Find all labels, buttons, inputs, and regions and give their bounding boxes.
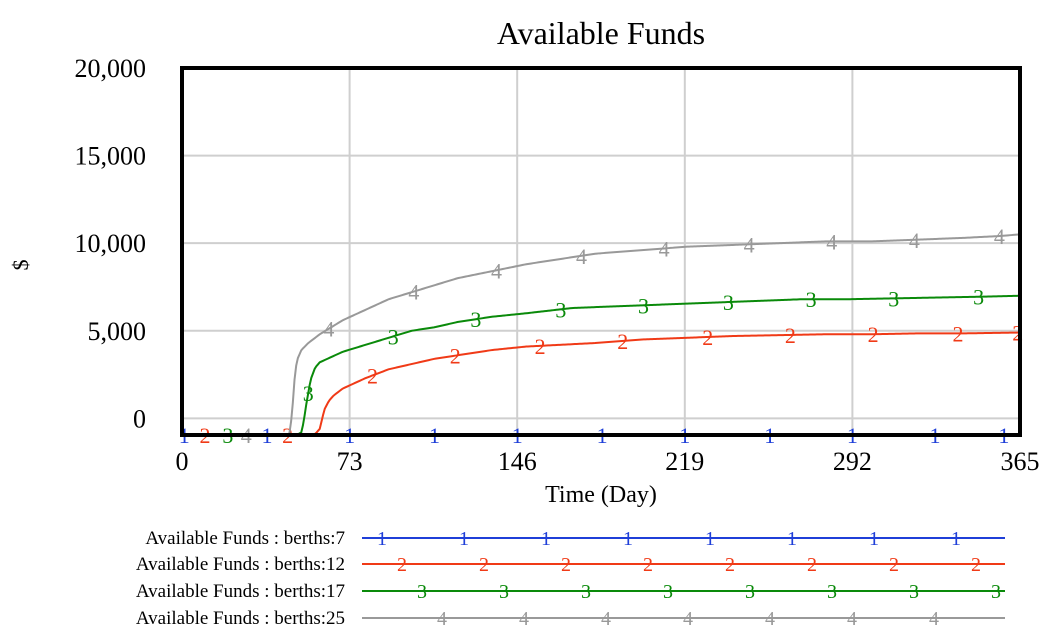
- plot-frame: [180, 66, 1022, 437]
- legend-marker: 1: [377, 528, 387, 550]
- legend-marker: 3: [663, 581, 673, 603]
- x-tick-label: 219: [665, 447, 704, 476]
- series-marker: 3: [723, 290, 734, 315]
- series-marker: 4: [659, 236, 670, 261]
- legend-marker: 4: [601, 608, 611, 630]
- legend-marker: 3: [417, 581, 427, 603]
- legend-marker: 1: [541, 528, 551, 550]
- legend-marker: 4: [437, 608, 447, 630]
- y-tick-label: 10,000: [75, 229, 147, 258]
- series-marker: 3: [555, 297, 566, 322]
- y-tick-label: 0: [133, 404, 146, 433]
- series-marker: 4: [408, 280, 419, 305]
- legend-marker: 3: [581, 581, 591, 603]
- series-marker: 4: [744, 232, 755, 257]
- legend-entry: Available Funds : berths:17 3 3 3 3 3 3 3 3: [136, 581, 1005, 603]
- legend-marker: 4: [847, 608, 857, 630]
- legend-marker: 1: [787, 528, 797, 550]
- legend-marker: 4: [683, 608, 693, 630]
- x-tick-label: 73: [337, 447, 363, 476]
- series-marker: 2: [450, 344, 461, 369]
- series-line: [182, 331, 1021, 436]
- series-marker: 4: [576, 244, 587, 269]
- legend-marker: 1: [869, 528, 879, 550]
- x-axis-label: Time (Day): [545, 482, 657, 508]
- series-marker: 2: [953, 321, 964, 346]
- legend-marker: 2: [889, 554, 899, 576]
- legend: Available Funds : berths:7 1 1 1 1 1 1 1 1Availa…: [136, 528, 1005, 630]
- series-marker: 4: [323, 317, 334, 342]
- series-marker: 3: [388, 324, 399, 349]
- legend-entry: Available Funds : berths:7 1 1 1 1 1 1 1 1: [145, 528, 1005, 550]
- series-marker: 4: [826, 229, 837, 254]
- x-tick-label: 292: [833, 447, 872, 476]
- series-marker: 2: [617, 329, 628, 354]
- series-marker: 2: [785, 323, 796, 348]
- y-tick-label: 15,000: [75, 142, 147, 171]
- legend-label: Available Funds : berths:17: [136, 581, 345, 602]
- legend-marker: 4: [765, 608, 775, 630]
- x-tick-label: 365: [1001, 447, 1040, 476]
- legend-marker: 3: [991, 581, 1001, 603]
- legend-marker: 3: [745, 581, 755, 603]
- legend-marker: 1: [705, 528, 715, 550]
- legend-marker: 2: [479, 554, 489, 576]
- legend-marker: 2: [561, 554, 571, 576]
- legend-marker: 3: [909, 581, 919, 603]
- legend-marker: 1: [623, 528, 633, 550]
- grid: [182, 68, 1020, 435]
- series-marker: 2: [367, 363, 378, 388]
- x-tick-labels: 0 73 146 219 292 365: [176, 447, 1040, 476]
- series-line: [182, 233, 1021, 436]
- legend-label: Available Funds : berths:25: [136, 608, 345, 629]
- legend-marker: 3: [827, 581, 837, 603]
- legend-label: Available Funds : berths:12: [136, 554, 345, 575]
- legend-label: Available Funds : berths:7: [145, 528, 345, 549]
- legend-marker: 2: [807, 554, 817, 576]
- series-marker: 2: [535, 334, 546, 359]
- legend-entry: Available Funds : berths:25 4 4 4 4 4 4 4: [136, 608, 1005, 630]
- series-marker: 3: [638, 293, 649, 318]
- y-tick-label: 20,000: [75, 54, 147, 83]
- legend-marker: 3: [499, 581, 509, 603]
- legend-marker: 2: [971, 554, 981, 576]
- series-marker: 2: [702, 325, 713, 350]
- series-marker: 3: [303, 381, 314, 406]
- y-tick-label: 5,000: [88, 317, 147, 346]
- series-marker: 4: [994, 224, 1005, 249]
- chart-title: Available Funds: [497, 15, 705, 51]
- x-tick-label: 146: [498, 447, 537, 476]
- legend-marker: 1: [951, 528, 961, 550]
- legend-marker: 2: [643, 554, 653, 576]
- legend-marker: 1: [459, 528, 469, 550]
- x-tick-label: 0: [176, 447, 189, 476]
- series-marker: 3: [806, 287, 817, 312]
- legend-marker: 2: [397, 554, 407, 576]
- series-marker: 4: [491, 258, 502, 283]
- series-marker: 2: [1012, 321, 1023, 346]
- series-marker: 2: [868, 322, 879, 347]
- legend-marker: 4: [519, 608, 529, 630]
- y-tick-labels: 0 5,000 10,000 15,000 20,000: [75, 54, 147, 433]
- series-marker: 3: [973, 285, 984, 310]
- legend-marker: 2: [725, 554, 735, 576]
- series-marker: 3: [888, 286, 899, 311]
- series-marker: 3: [470, 307, 481, 332]
- series-line: [182, 294, 1021, 436]
- y-axis-label: $: [8, 260, 33, 271]
- legend-marker: 4: [929, 608, 939, 630]
- legend-entry: Available Funds : berths:12 2 2 2 2 2 2 2 2: [136, 554, 1005, 576]
- series-marker: 4: [909, 228, 920, 253]
